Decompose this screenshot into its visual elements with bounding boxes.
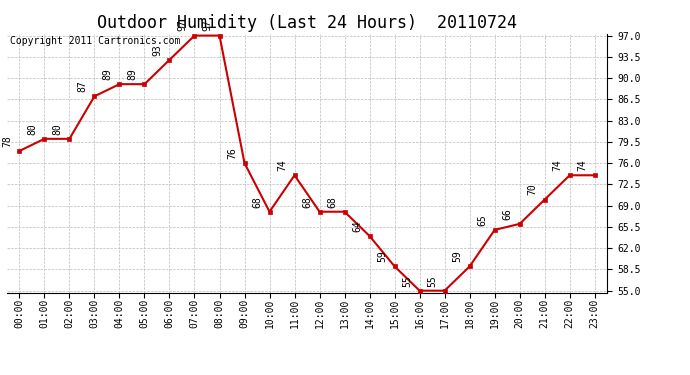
Text: 74: 74	[277, 159, 288, 171]
Text: 70: 70	[528, 184, 538, 195]
Text: 55: 55	[428, 275, 437, 286]
Text: 80: 80	[28, 123, 37, 135]
Text: 59: 59	[453, 251, 463, 262]
Text: 87: 87	[77, 80, 88, 92]
Text: 89: 89	[128, 68, 137, 80]
Text: 89: 89	[103, 68, 112, 80]
Text: 97: 97	[203, 20, 213, 32]
Text: 74: 74	[578, 159, 588, 171]
Text: 55: 55	[403, 275, 413, 286]
Text: 74: 74	[553, 159, 563, 171]
Text: 68: 68	[328, 196, 337, 207]
Text: 80: 80	[52, 123, 63, 135]
Text: 68: 68	[253, 196, 263, 207]
Text: 76: 76	[228, 147, 237, 159]
Text: 93: 93	[152, 44, 163, 56]
Text: 65: 65	[477, 214, 488, 226]
Text: Copyright 2011 Cartronics.com: Copyright 2011 Cartronics.com	[10, 36, 180, 46]
Title: Outdoor Humidity (Last 24 Hours)  20110724: Outdoor Humidity (Last 24 Hours) 2011072…	[97, 14, 517, 32]
Text: 66: 66	[503, 208, 513, 220]
Text: 59: 59	[377, 251, 388, 262]
Text: 97: 97	[177, 20, 188, 32]
Text: 64: 64	[353, 220, 363, 232]
Text: 78: 78	[3, 135, 12, 147]
Text: 68: 68	[303, 196, 313, 207]
